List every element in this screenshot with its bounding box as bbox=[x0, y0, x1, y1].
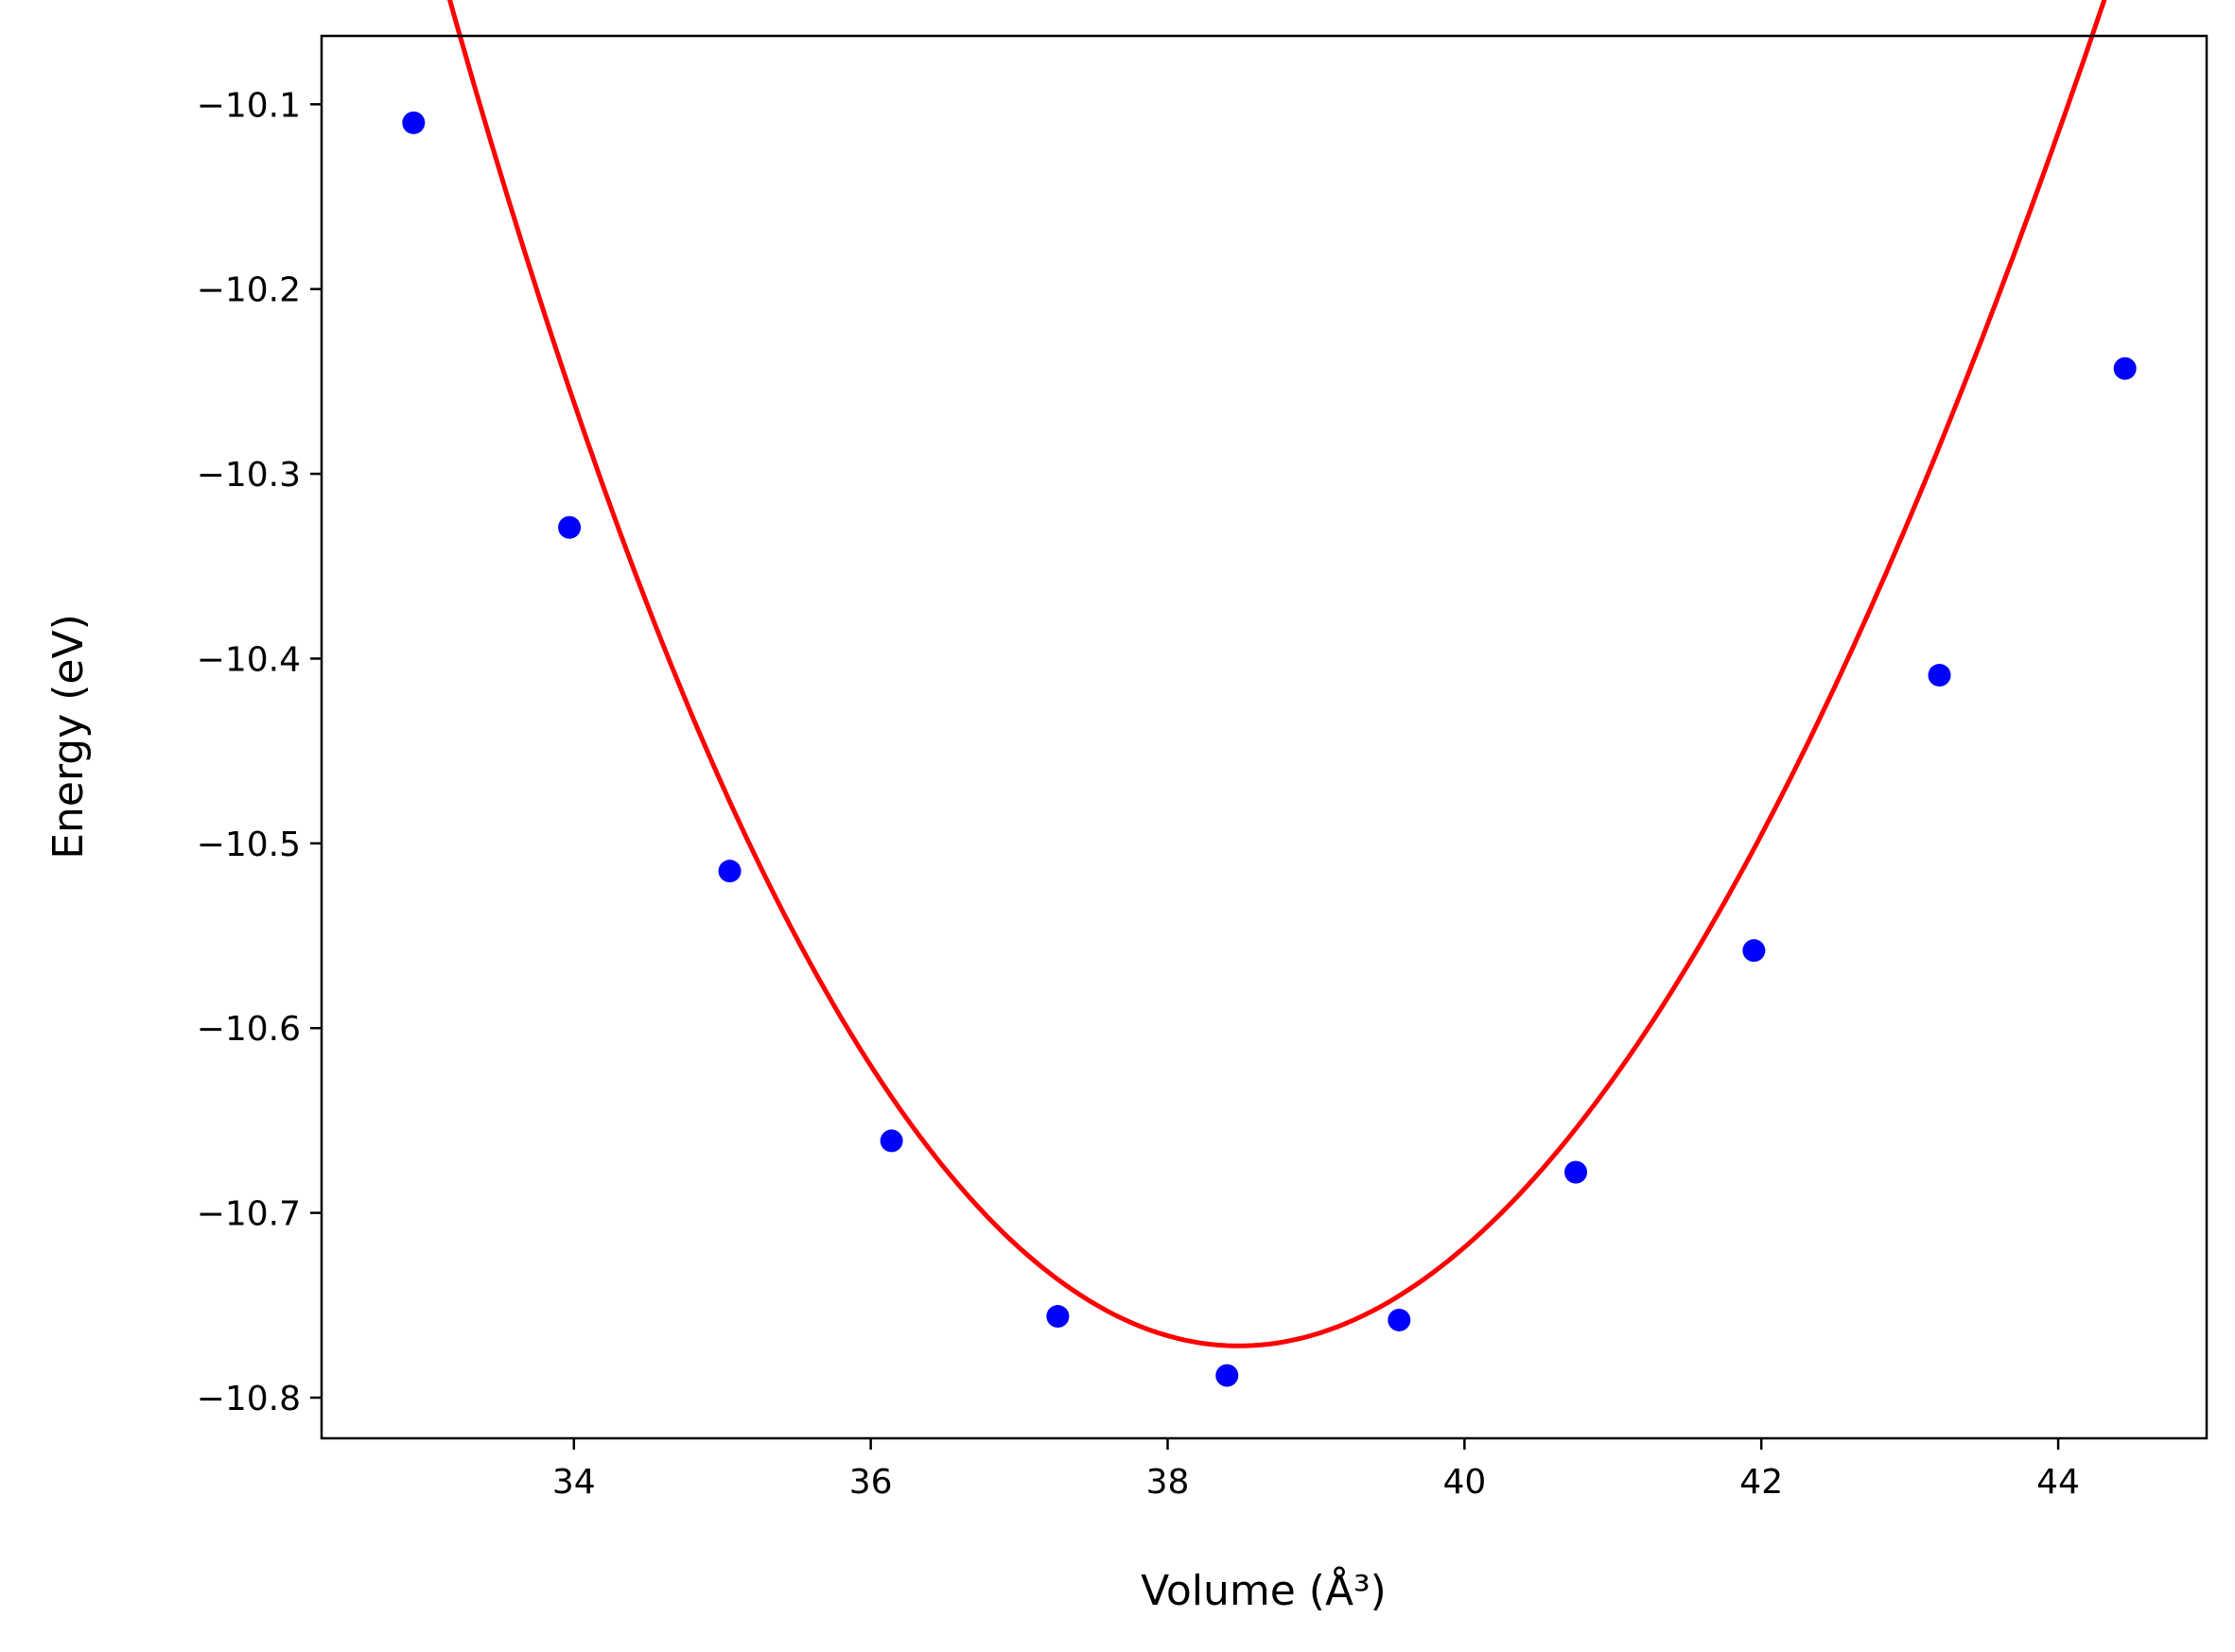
data-point bbox=[402, 111, 426, 134]
data-point bbox=[718, 860, 742, 883]
x-tick-label: 38 bbox=[1146, 1463, 1190, 1502]
x-axis-label: Volume (Å³) bbox=[1141, 1565, 1387, 1615]
y-tick-label: −10.1 bbox=[197, 86, 301, 125]
y-tick-label: −10.4 bbox=[197, 640, 301, 679]
data-point bbox=[1742, 939, 1766, 963]
plot-frame bbox=[320, 34, 2209, 1440]
y-tick-label: −10.5 bbox=[197, 826, 301, 864]
y-tick-label: −10.7 bbox=[197, 1195, 301, 1234]
x-tick-label: 34 bbox=[552, 1463, 596, 1502]
y-tick-label: −10.3 bbox=[197, 456, 301, 495]
y-tick-label: −10.2 bbox=[197, 271, 301, 310]
data-point bbox=[1215, 1364, 1239, 1387]
plot-area bbox=[322, 36, 2207, 1438]
x-tick-label: 40 bbox=[1442, 1463, 1486, 1502]
data-point bbox=[1564, 1160, 1588, 1184]
data-points-layer bbox=[402, 111, 2137, 1387]
x-axis: 34 36 38 40 42 44 bbox=[552, 1438, 2080, 1502]
data-point bbox=[558, 515, 582, 539]
y-axis-label: Energy (eV) bbox=[44, 614, 93, 860]
y-tick-label: −10.6 bbox=[197, 1010, 301, 1049]
data-point bbox=[2113, 356, 2137, 380]
fit-line-layer bbox=[446, 0, 2107, 1348]
x-tick-label: 36 bbox=[849, 1463, 893, 1502]
x-tick-label: 42 bbox=[1739, 1463, 1783, 1502]
data-point bbox=[1928, 664, 1951, 687]
y-tick-label: −10.8 bbox=[197, 1380, 301, 1418]
x-tick-label: 44 bbox=[2036, 1463, 2080, 1502]
data-point bbox=[880, 1129, 903, 1153]
data-point bbox=[1388, 1308, 1411, 1331]
fit-curve bbox=[446, 0, 2107, 1348]
y-axis: −10.8 −10.7 −10.6 −10.5 −10.4 −10.3 −10.2 −10.1 bbox=[197, 86, 322, 1418]
data-point bbox=[1046, 1305, 1070, 1329]
